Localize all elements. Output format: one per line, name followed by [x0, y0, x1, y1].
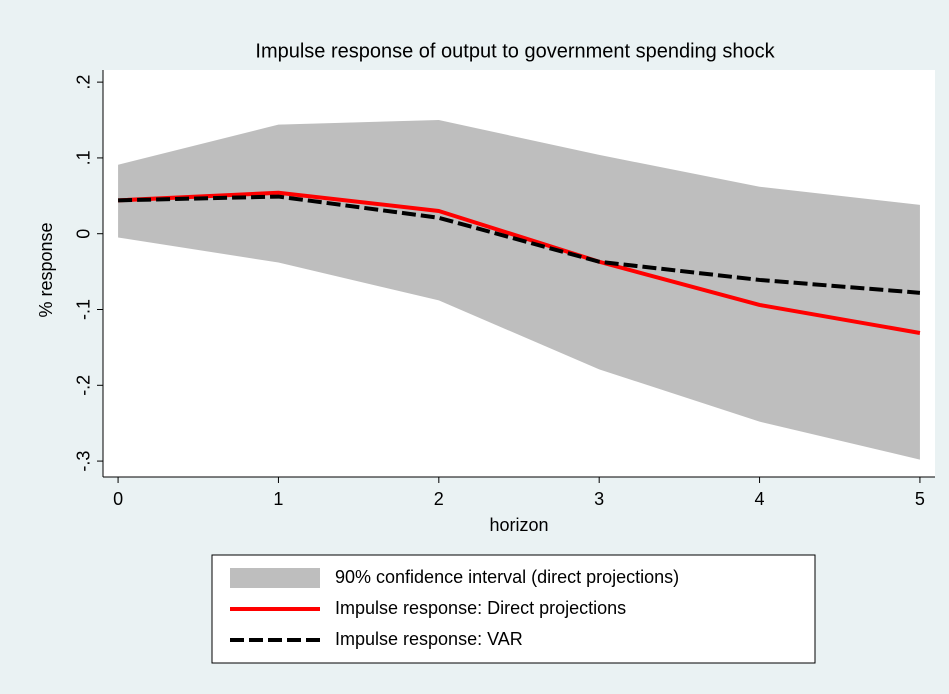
y-tick-label: -.1 [74, 299, 94, 320]
axes-layer: .2 .1 0 -.1 -.2 -.3 0 1 2 3 4 5 [74, 70, 935, 509]
y-tick-label: .1 [74, 150, 94, 165]
series-line [117, 190, 921, 335]
x-tick-label: 5 [915, 489, 925, 509]
x-tick-label: 0 [113, 489, 123, 509]
x-tick-label: 3 [594, 489, 604, 509]
legend-label: Impulse response: Direct projections [335, 598, 626, 618]
chart-title: Impulse response of output to government… [255, 40, 775, 62]
legend-key [230, 568, 320, 588]
y-tick-label: 0 [74, 229, 94, 239]
x-tick-label: 2 [434, 489, 444, 509]
series-line [118, 194, 921, 295]
legend-label: Impulse response: VAR [335, 629, 523, 649]
x-axis-label: horizon [489, 515, 548, 535]
confidence-band [118, 120, 920, 460]
y-tick-label: -.2 [74, 375, 94, 396]
x-tick-label: 1 [273, 489, 283, 509]
y-tick-label: -.3 [74, 451, 94, 472]
y-tick-label: .2 [74, 75, 94, 90]
line-layer [117, 190, 921, 335]
x-tick-label: 4 [755, 489, 765, 509]
y-axis-label: % response [36, 222, 56, 317]
legend-label: 90% confidence interval (direct projecti… [335, 567, 679, 587]
band-layer [118, 120, 920, 460]
